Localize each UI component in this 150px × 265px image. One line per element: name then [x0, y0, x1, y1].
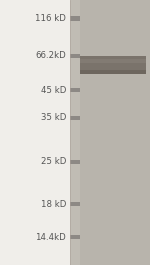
Bar	[70, 116, 80, 120]
Bar	[80, 59, 146, 63]
Text: 18 kD: 18 kD	[41, 200, 66, 209]
Bar	[70, 235, 80, 239]
Bar	[80, 70, 146, 73]
Text: 116 kD: 116 kD	[35, 14, 66, 23]
Bar	[70, 88, 80, 92]
Bar	[70, 0, 80, 265]
Text: 25 kD: 25 kD	[41, 157, 66, 166]
Text: 66.2kD: 66.2kD	[35, 51, 66, 60]
Text: 35 kD: 35 kD	[41, 113, 66, 122]
Bar	[70, 16, 80, 21]
Bar	[80, 56, 146, 73]
Bar	[70, 0, 150, 265]
Text: 14.4kD: 14.4kD	[35, 233, 66, 242]
Bar	[70, 202, 80, 206]
Bar	[70, 160, 80, 164]
Bar	[70, 54, 80, 58]
Text: 45 kD: 45 kD	[41, 86, 66, 95]
